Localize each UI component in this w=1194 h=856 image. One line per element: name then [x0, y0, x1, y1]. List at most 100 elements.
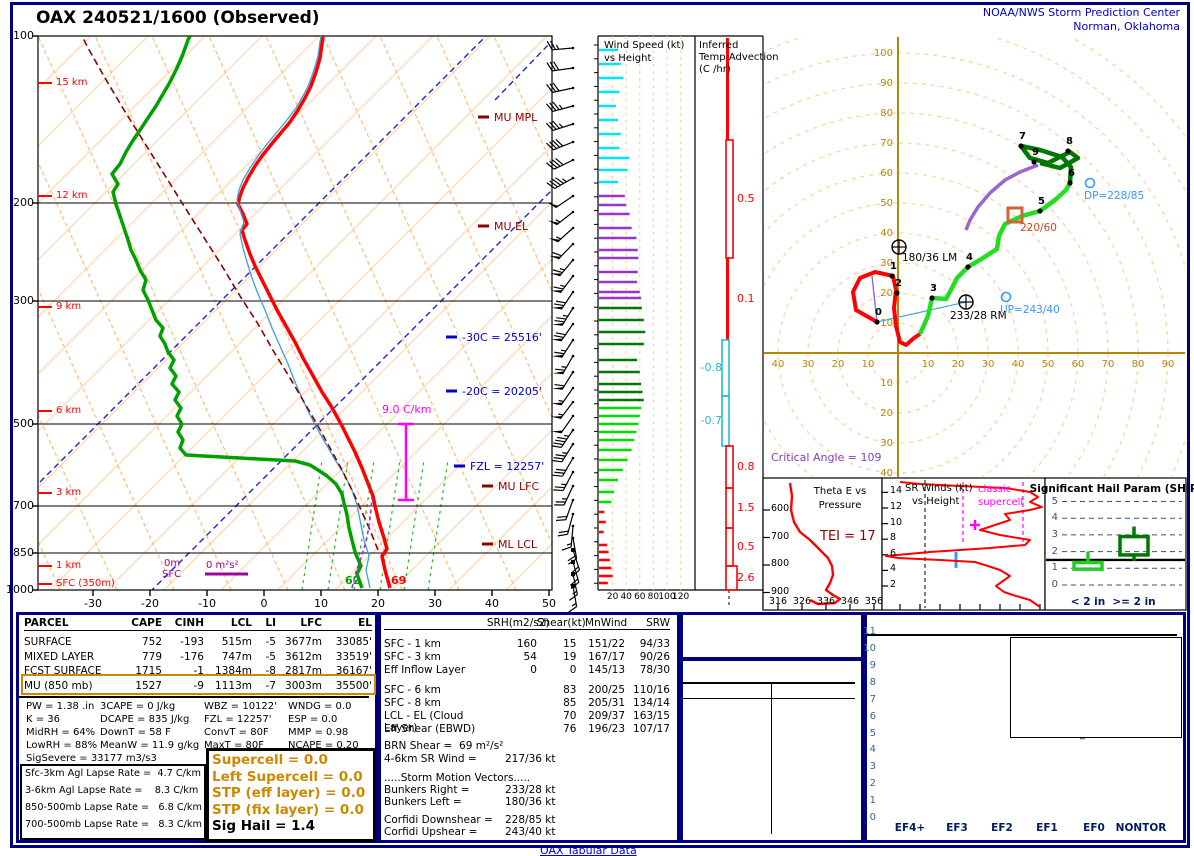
line: [555, 158, 564, 166]
isotherm-line: [220, 257, 552, 590]
srh-label: [384, 617, 487, 629]
ship-y-label: 3: [1051, 528, 1058, 540]
level-annotation: MU EL: [494, 220, 529, 233]
hodo-axis-label: 10: [921, 359, 935, 370]
height-label: 9 km: [56, 301, 82, 312]
line: [555, 468, 566, 471]
page-title: OAX 240521/1600 (Observed): [36, 8, 320, 28]
stp-y-label: 0: [869, 812, 876, 823]
wind-barb: [547, 210, 575, 226]
line: [549, 61, 557, 71]
parcel-cell: -8: [265, 665, 276, 677]
wind-barb: [551, 386, 575, 406]
parcel-cell: MU (850 mb): [24, 679, 93, 692]
srh-value: 0: [569, 664, 577, 676]
srh-row: Eff Inflow Layer 0 0 145/13 78/30: [384, 664, 670, 676]
agency-header: NOAA/NWS Storm Prediction Center Norman,…: [983, 6, 1180, 34]
line: [553, 442, 564, 446]
parcel-cell: 515m: [221, 636, 252, 648]
circle: [571, 470, 575, 474]
srh-extra-value: 228/85 kt: [505, 814, 556, 826]
isotherm-line: [163, 200, 552, 590]
stp-y-label: 1: [869, 795, 876, 807]
parcel-cell: SURFACE: [24, 636, 72, 648]
pressure-tick-label: 700: [13, 499, 34, 512]
line: [570, 525, 574, 547]
lapse-rate-line: 700-500mb Lapse Rate = 8.3 C/km: [25, 819, 202, 830]
composite-index-line: Sig Hail = 1.4: [212, 818, 316, 835]
parcel-row: MU (850 mb) 1527 -9 1113m -7 3003m 35500': [24, 680, 372, 693]
rect: [571, 572, 575, 576]
hodo-level-label: 6: [1068, 168, 1075, 179]
hodo-axis-label: 20: [831, 359, 845, 370]
hodo-level-dot: [874, 319, 880, 325]
wind-barb: [557, 512, 575, 537]
line: [562, 314, 568, 317]
line: [546, 162, 555, 170]
wind-barb: [548, 226, 575, 243]
srh-value: 160: [516, 638, 537, 650]
line: [546, 84, 553, 93]
srh-value: SRW: [646, 617, 670, 629]
circle: [571, 512, 575, 516]
srh-value: 94/33: [639, 638, 670, 650]
circle: [571, 46, 575, 50]
srh-header-row: SRH(m2/s2) Shear(kt) MnWind SRW: [384, 617, 670, 630]
wind-barb: [545, 120, 575, 132]
height-label: 3 km: [56, 487, 82, 498]
polygon: [552, 371, 565, 375]
line: [553, 334, 564, 339]
hodo-axis-label: 10: [880, 378, 893, 389]
index-value: MMP = 0.98: [288, 727, 349, 738]
mixing-ratio-line: [427, 459, 449, 590]
parcel-divider: [19, 696, 369, 698]
parcel-cell: MIXED LAYER: [24, 650, 95, 663]
windspeed-axis-label: 20: [606, 592, 619, 602]
hodo-axis-label: 20: [880, 408, 893, 419]
srh-label: SFC - 3 km: [384, 651, 441, 663]
advection-value: 0.5: [737, 540, 755, 553]
line: [552, 459, 562, 463]
hodo-level-label: 4: [966, 252, 973, 263]
line: [563, 434, 569, 437]
hodo-axis-label: 40: [880, 468, 893, 479]
srh-row: SFC - 3 km 54 19 167/17 90/26: [384, 651, 670, 663]
line: [557, 533, 568, 537]
srh-value: 205/31: [588, 697, 626, 709]
line: [572, 537, 578, 559]
line: [552, 178, 561, 186]
index-value: MidRH = 64%: [26, 727, 96, 738]
hodo-level-dot: [894, 290, 900, 296]
hodo-axis-label: 80: [880, 108, 893, 119]
wind-barb: [551, 428, 575, 449]
temp-tick-label: -30: [84, 597, 102, 610]
srh-label: LCL - EL (Cloud Layer): [384, 710, 464, 734]
line: [553, 489, 564, 492]
srwinds-y-label: 2: [890, 579, 897, 590]
line: [554, 383, 565, 387]
parcel-row: MIXED LAYER 779 -176 747m -5 3612m 33519': [24, 651, 372, 664]
index-value: ConvT = 80F: [204, 727, 269, 738]
hodo-marker-label: 233/28 RM: [950, 310, 1007, 322]
srh-label: Eff Shear (EBWD): [384, 723, 476, 735]
line: [552, 67, 574, 72]
line: [560, 415, 574, 434]
polygon: [551, 354, 564, 358]
critical-angle-label: Critical Angle = 109: [771, 451, 882, 464]
isotherm-line: [38, 36, 548, 547]
dry-adiabat-line: [436, 36, 552, 293]
line: [560, 429, 574, 448]
hodo-level-dot: [1031, 159, 1037, 165]
skewt-traces: [81, 36, 379, 551]
circle: [571, 484, 575, 488]
circle: [571, 86, 575, 90]
skewt-traces: [351, 496, 373, 589]
wind-panel-title-2: vs Height: [604, 53, 652, 64]
circle: [571, 290, 575, 294]
isotherm-line: [38, 36, 149, 148]
stp-y-label: 11: [863, 626, 876, 638]
circle: [571, 122, 575, 126]
srh-value: 196/23: [588, 723, 626, 735]
line: [569, 594, 578, 601]
